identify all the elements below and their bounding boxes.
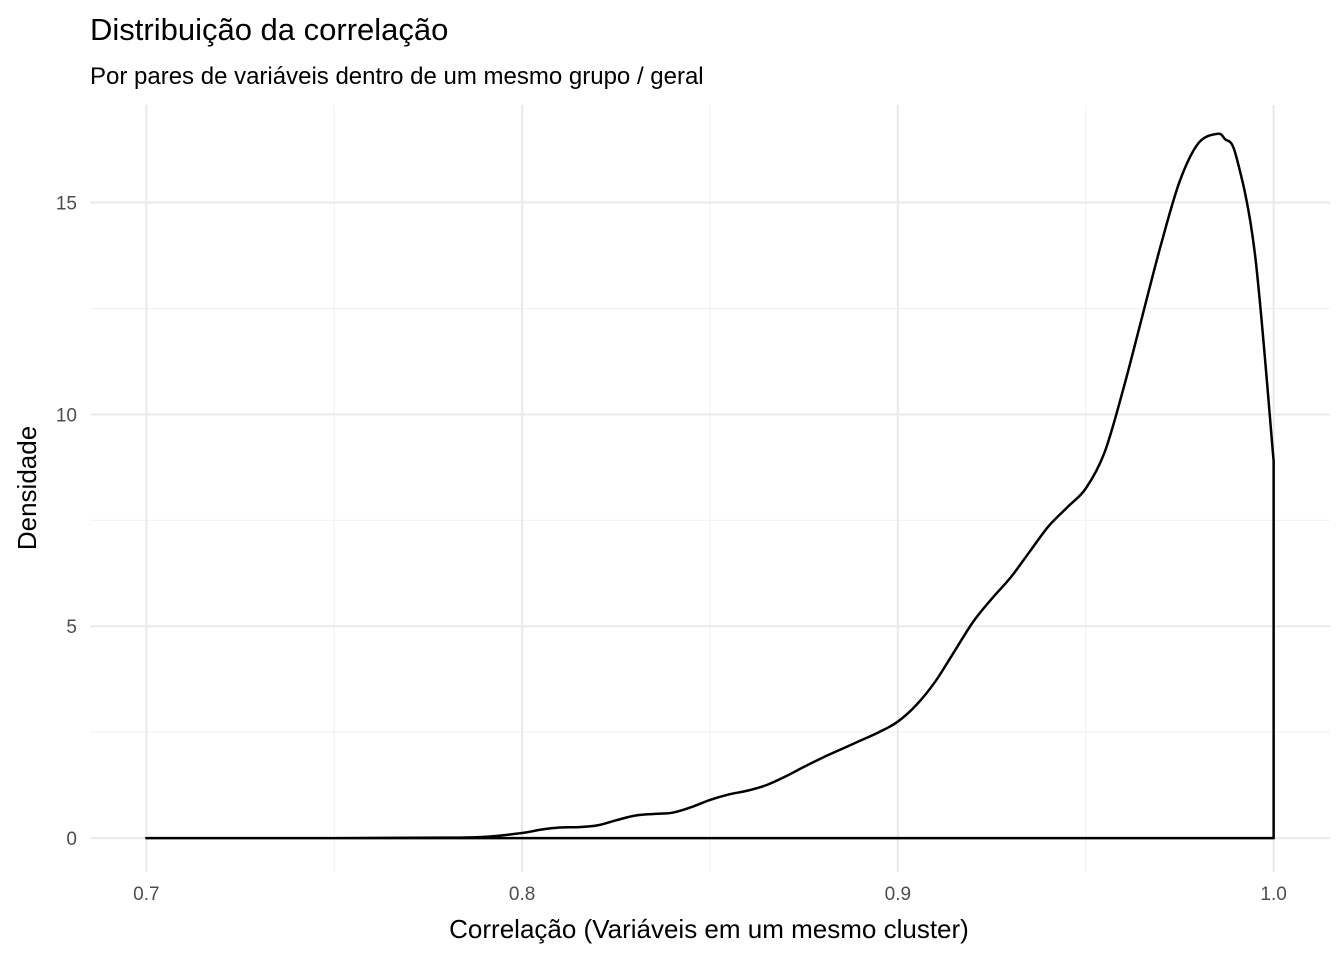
- x-axis-title: Correlação (Variáveis em um mesmo cluste…: [449, 914, 969, 944]
- data-layer: [145, 132, 1275, 840]
- y-tick-label: 0: [66, 829, 77, 850]
- x-tick-label: 0.8: [509, 884, 535, 905]
- grid-layer: [90, 105, 1330, 872]
- x-tick-label: 0.9: [885, 884, 911, 905]
- chart-subtitle: Por pares de variáveis dentro de um mesm…: [90, 63, 704, 90]
- y-tick-label: 15: [56, 193, 77, 214]
- chart-title: Distribuição da correlação: [90, 12, 448, 47]
- y-tick-label: 10: [56, 405, 77, 426]
- x-tick-label: 1.0: [1260, 884, 1286, 905]
- y-tick-label: 5: [66, 617, 77, 638]
- x-tick-label: 0.7: [133, 884, 159, 905]
- axis-layer: 0.7 0.8 0.9 1.0 0 5 10 15: [56, 193, 1287, 905]
- density-curve: [145, 132, 1275, 840]
- y-axis-title: Densidade: [12, 426, 42, 550]
